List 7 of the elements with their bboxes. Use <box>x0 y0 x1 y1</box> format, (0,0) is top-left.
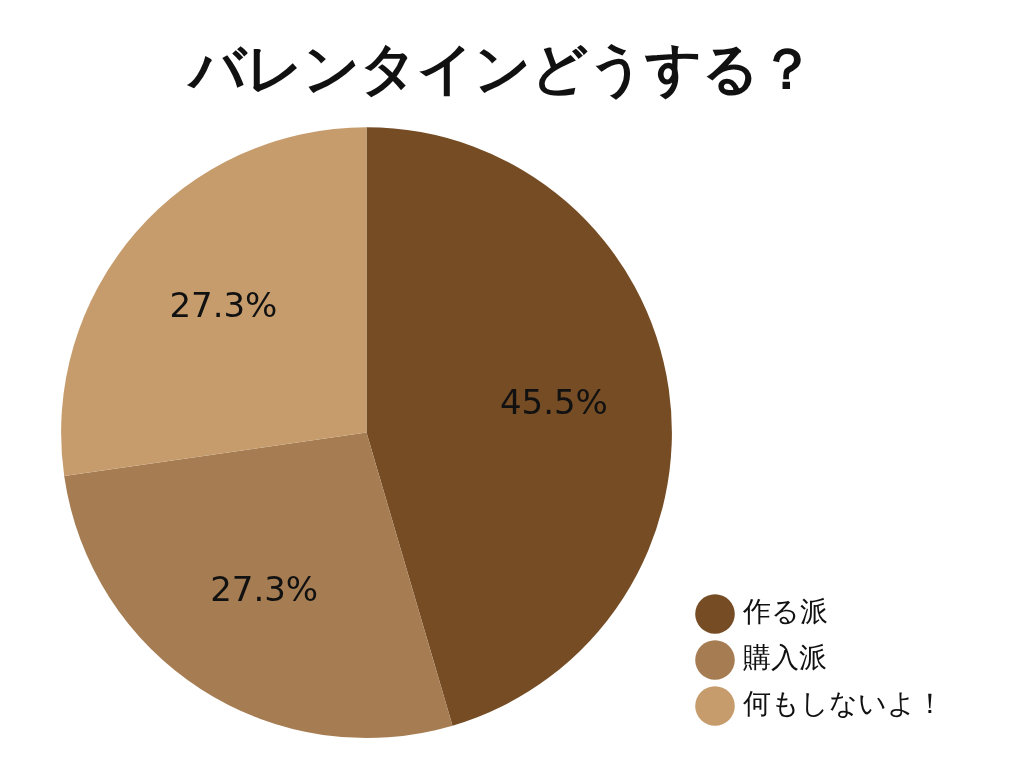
data-label: 27.3% <box>169 285 278 326</box>
legend-label: 何もしないよ！ <box>743 687 944 721</box>
data-label: 45.5% <box>499 382 608 423</box>
legend-label: 作る派 <box>742 595 828 629</box>
chart-title: バレンタインどうする？ <box>186 36 815 102</box>
legend-label: 購入派 <box>743 641 827 675</box>
data-label: 27.3% <box>210 568 319 609</box>
